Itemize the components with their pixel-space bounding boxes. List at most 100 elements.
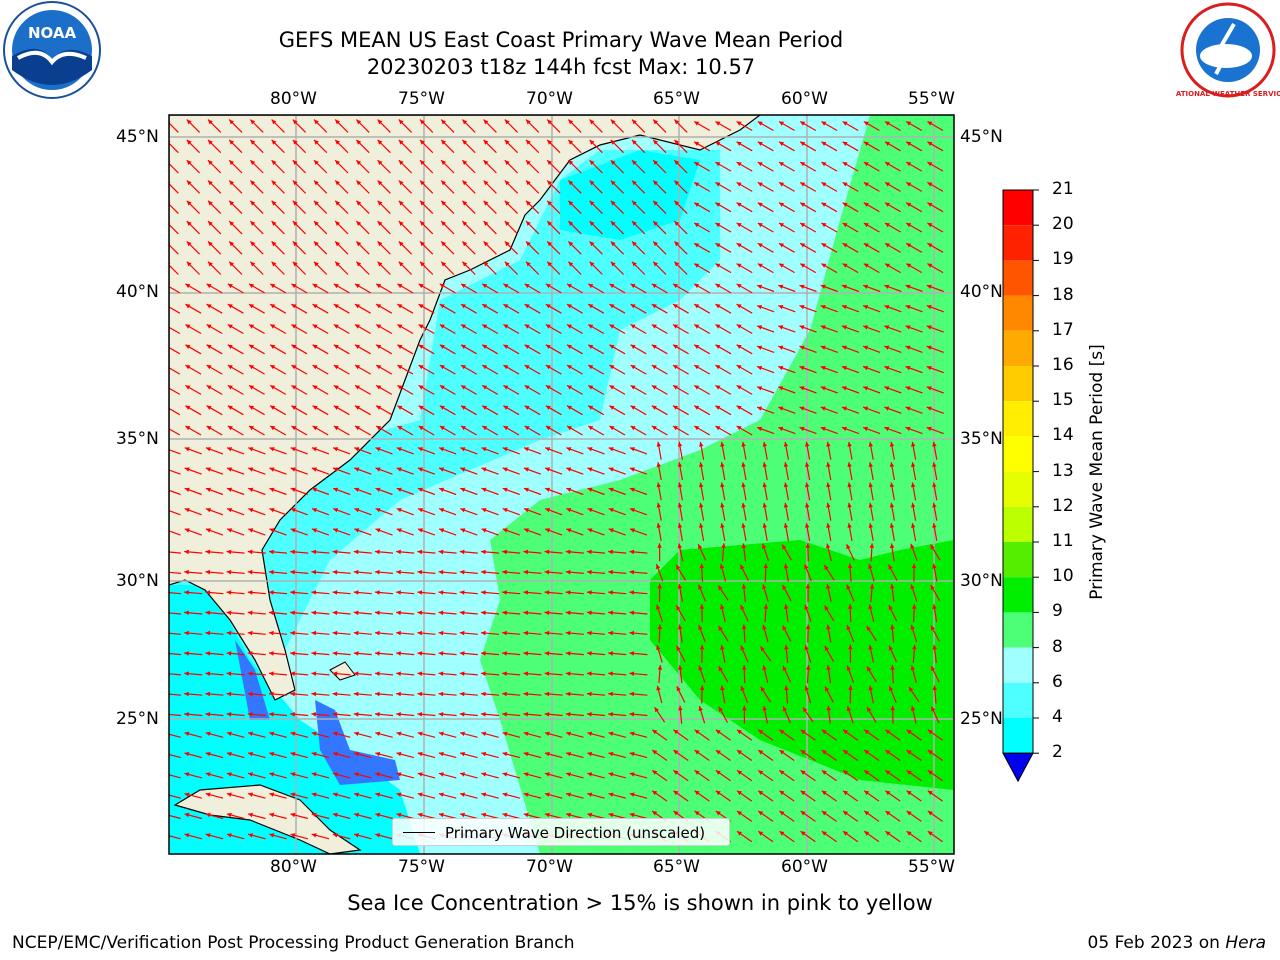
wave-arrow bbox=[169, 753, 181, 759]
wave-arrow-head bbox=[355, 426, 360, 431]
wave-arrow-head bbox=[250, 200, 256, 206]
wave-arrow-head bbox=[247, 549, 253, 555]
wave-arrow-head bbox=[163, 752, 168, 756]
wave-arrow-head bbox=[889, 686, 894, 691]
wave-arrow-head bbox=[799, 345, 805, 350]
wave-arrow-head bbox=[911, 563, 917, 569]
wave-arrow-head bbox=[863, 365, 869, 371]
wave-arrow-head bbox=[164, 488, 169, 492]
wave-arrow-head bbox=[439, 324, 445, 329]
wave-arrow-head bbox=[271, 200, 277, 206]
wave-arrow-head bbox=[736, 162, 742, 167]
wave-arrow-head bbox=[927, 729, 933, 735]
wave-arrow-head bbox=[926, 426, 932, 432]
wave-arrow-head bbox=[417, 751, 423, 757]
wave-arrow-head bbox=[655, 564, 661, 570]
wave-arrow-head bbox=[843, 831, 848, 836]
wave-arrow-head bbox=[504, 200, 510, 206]
wave-arrow-head bbox=[460, 467, 466, 472]
wave-arrow-head bbox=[567, 385, 572, 390]
date-label: 05 Feb 2023 on bbox=[1087, 933, 1226, 953]
colorbar-tick-label: 9 bbox=[1052, 601, 1063, 622]
wave-arrow-head bbox=[694, 385, 700, 390]
wave-arrow-head bbox=[587, 751, 593, 757]
wave-arrow-head bbox=[779, 263, 784, 268]
wave-arrow-head bbox=[184, 833, 190, 838]
wave-arrow-head bbox=[269, 671, 274, 676]
wave-arrow-head bbox=[269, 651, 274, 656]
wave-arrow-head bbox=[588, 365, 594, 370]
wave-arrow-head bbox=[715, 263, 721, 268]
wave-arrow-head bbox=[356, 241, 362, 247]
wave-arrow-head bbox=[396, 569, 401, 575]
wave-arrow-head bbox=[250, 180, 256, 186]
wave-arrow-head bbox=[779, 141, 784, 146]
wave-arrow-head bbox=[523, 651, 529, 656]
wave-arrow-head bbox=[355, 405, 360, 410]
date-text: 05 Feb 2023 on Hera bbox=[1088, 933, 1266, 953]
wave-arrow-head bbox=[269, 751, 275, 757]
wave-arrow-head bbox=[673, 426, 678, 431]
wave-arrow-head bbox=[332, 610, 338, 616]
wave-arrow-head bbox=[312, 365, 318, 370]
wave-arrow-head bbox=[375, 691, 380, 697]
wave-arrow-head bbox=[227, 283, 233, 289]
ocean-field-10-11 bbox=[650, 540, 954, 790]
wave-arrow-head bbox=[932, 462, 937, 467]
wave-arrow-head bbox=[290, 792, 296, 797]
lat-label-left-45n: 45°N bbox=[116, 127, 159, 147]
wave-arrow-head bbox=[566, 792, 571, 797]
wave-arrow-head bbox=[375, 528, 381, 533]
wave-arrow-head bbox=[608, 610, 613, 616]
wave-arrow-head bbox=[674, 221, 680, 226]
wave-arrow-head bbox=[674, 119, 680, 125]
wave-arrow bbox=[169, 632, 182, 635]
wave-arrow-head bbox=[632, 160, 637, 165]
wave-arrow-head bbox=[332, 590, 338, 595]
wave-arrow-head bbox=[502, 630, 507, 636]
wave-arrow-head bbox=[885, 790, 891, 796]
wave-arrow-head bbox=[354, 447, 360, 452]
wave-arrow-head bbox=[869, 543, 875, 548]
wave-arrow-head bbox=[502, 772, 508, 777]
wave-arrow-head bbox=[608, 549, 613, 555]
wave-arrow-head bbox=[762, 584, 767, 590]
wave-arrow-head bbox=[163, 631, 168, 636]
wave-arrow-head bbox=[290, 731, 296, 736]
wave-arrow-head bbox=[608, 569, 613, 575]
wave-arrow-head bbox=[396, 751, 402, 757]
wave-arrow-head bbox=[459, 651, 465, 656]
wave-arrow-head bbox=[441, 139, 446, 145]
wave-arrow-head bbox=[931, 625, 936, 631]
wave-arrow-head bbox=[438, 651, 444, 656]
wave-arrow-head bbox=[396, 528, 402, 533]
wave-arrow-head bbox=[205, 651, 211, 656]
wave-arrow-head bbox=[397, 385, 403, 390]
wave-arrow-head bbox=[504, 119, 510, 125]
wave-arrow-head bbox=[677, 441, 683, 447]
wave-arrow-head bbox=[906, 162, 912, 167]
wave-arrow-head bbox=[694, 283, 700, 289]
wave-arrow-head bbox=[566, 731, 571, 736]
noaa-logo: NOAA bbox=[3, 1, 101, 99]
wave-arrow-head bbox=[545, 467, 551, 472]
wave-arrow-head bbox=[418, 344, 424, 349]
wave-arrow-head bbox=[481, 508, 487, 513]
wave-arrow-head bbox=[248, 812, 253, 818]
wave-arrow-head bbox=[694, 324, 700, 329]
wave-arrow-head bbox=[227, 405, 233, 410]
wave-arrow-head bbox=[820, 365, 826, 371]
wave-arrow-head bbox=[314, 180, 319, 186]
wave-arrow-head bbox=[737, 729, 742, 735]
wave-arrow-head bbox=[890, 665, 895, 670]
wave-arrow-head bbox=[290, 610, 295, 616]
wave-arrow-head bbox=[629, 691, 635, 697]
wave-arrow-head bbox=[481, 751, 487, 757]
wave-arrow-head bbox=[271, 180, 277, 186]
wave-arrow-head bbox=[545, 283, 551, 289]
wave-arrow-head bbox=[890, 624, 895, 630]
wave-arrow-head bbox=[677, 502, 683, 508]
wave-arrow-head bbox=[736, 263, 742, 268]
wave-arrow-head bbox=[312, 405, 318, 410]
wave-arrow-head bbox=[884, 284, 890, 289]
